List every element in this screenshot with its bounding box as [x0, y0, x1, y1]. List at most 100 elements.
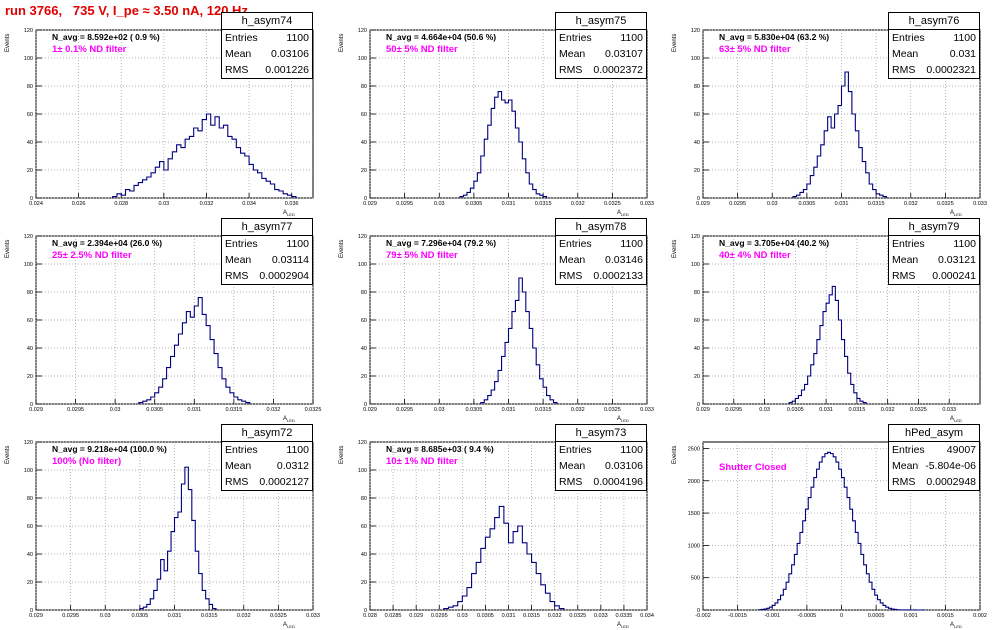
x-tick-label: 0.032: [571, 407, 585, 413]
stats-box-title: h_asym74: [222, 13, 312, 30]
stats-value: 0.0002321: [926, 64, 976, 76]
x-axis-label-sub: LED: [954, 212, 962, 218]
x-axis-label: ALED: [950, 622, 962, 629]
stats-value: 1100: [620, 444, 643, 456]
stats-box-title: h_asym76: [889, 13, 979, 30]
y-tick-label: 60: [361, 318, 367, 324]
y-axis-label: Events: [672, 239, 678, 258]
x-tick-label: 0.0325: [569, 613, 586, 619]
y-tick-label: 20: [27, 580, 33, 586]
y-axis-label: Events: [339, 33, 345, 52]
stats-key: Entries: [559, 444, 592, 456]
y-tick-label: 60: [27, 112, 33, 118]
histogram-panel-h_asym74: 0.024 0.026 0.028 0.03 0.032 0.034 0.036 0 20 40 6…: [0, 12, 322, 218]
x-axis-label: ALED: [617, 622, 629, 629]
y-tick-label: 60: [694, 112, 700, 118]
y-tick-label: 120: [358, 234, 367, 240]
x-tick-label: 0.031: [187, 407, 201, 413]
stats-key: RMS: [559, 476, 583, 488]
stats-box: h_asym73 Entries 1100 Mean 0.03106 RMS 0.00041…: [555, 424, 647, 491]
x-tick-label: 0.03: [158, 201, 169, 207]
x-tick-label: 0.03: [434, 407, 445, 413]
x-tick-label: 0.033: [306, 613, 320, 619]
x-tick-label: 0.0315: [535, 407, 552, 413]
x-axis-label-sub: LED: [621, 624, 629, 630]
stats-value: 1100: [286, 238, 309, 250]
navg-label: N_avg = 8.592e+02 ( 0.9 %): [52, 32, 160, 42]
x-axis-label-sub: LED: [287, 418, 295, 424]
stats-key: Mean: [225, 460, 252, 472]
stats-row-mean: Mean 0.0312: [222, 458, 312, 474]
stats-key: Entries: [225, 238, 258, 250]
stats-key: RMS: [892, 270, 916, 282]
stats-value: 1100: [286, 444, 309, 456]
x-tick-label: 0.0325: [305, 407, 322, 413]
x-tick-label: 0.0315: [523, 613, 540, 619]
y-tick-label: 20: [361, 580, 367, 586]
x-tick-label: 0.029: [363, 407, 377, 413]
y-tick-label: 40: [361, 140, 367, 146]
x-tick-label: 0.032: [904, 201, 918, 207]
x-axis-label-sub: LED: [621, 418, 629, 424]
stats-row-rms: RMS 0.0002372: [556, 62, 646, 78]
x-axis-label-sub: LED: [287, 624, 295, 630]
filter-label: 40± 4% ND filter: [719, 250, 791, 261]
x-tick-label: 0.029: [363, 201, 377, 207]
y-tick-label: 80: [27, 290, 33, 296]
x-tick-label: 0.031: [502, 201, 516, 207]
x-tick-label: 0.024: [29, 201, 43, 207]
histogram-panel-hPed_asym: -0.002 -0.0015 -0.001 -0.0005 0 0.0005 0.001 0.…: [667, 424, 989, 630]
x-tick-label: 0.029: [29, 407, 43, 413]
y-tick-label: 100: [691, 262, 700, 268]
x-tick-label: -0.0015: [728, 613, 747, 619]
x-axis-label-main: A: [283, 416, 288, 422]
histogram-series-h_asym76: [792, 71, 888, 198]
navg-label: N_avg = 8.685e+03 ( 9.4 %): [386, 444, 494, 454]
y-tick-label: 1000: [688, 543, 700, 549]
y-tick-label: 40: [361, 552, 367, 558]
stats-row-entries: Entries 1100: [556, 236, 646, 252]
x-tick-label: 0.029: [409, 613, 423, 619]
y-tick-label: 60: [694, 318, 700, 324]
stats-value: 0.0312: [276, 460, 309, 472]
filter-label: 25± 2.5% ND filter: [52, 250, 132, 261]
stats-value: 0.03146: [605, 254, 643, 266]
y-axis-label: Events: [339, 445, 345, 464]
x-tick-label: 0: [840, 613, 843, 619]
x-tick-label: 0.0295: [396, 407, 413, 413]
y-axis-label: Events: [5, 33, 11, 52]
stats-value: 0.031: [949, 48, 976, 60]
y-tick-label: 1500: [688, 511, 700, 517]
stats-value: 0.0002948: [926, 476, 976, 488]
y-tick-label: 120: [691, 28, 700, 34]
stats-box-title: h_asym77: [222, 219, 312, 236]
stats-value: -5.804e-06: [925, 460, 976, 472]
stats-value: 0.03107: [605, 48, 643, 60]
y-tick-label: 100: [24, 262, 33, 268]
histogram-series-h_asym73: [443, 505, 565, 610]
stats-value: 0.03106: [271, 48, 309, 60]
x-tick-label: 0.0015: [937, 613, 954, 619]
filter-label: 1± 0.1% ND filter: [52, 44, 127, 55]
x-axis-label-sub: LED: [621, 212, 629, 218]
stats-row-rms: RMS 0.0002948: [889, 474, 979, 490]
x-tick-label: 0.0295: [67, 407, 84, 413]
y-tick-label: 100: [24, 468, 33, 474]
y-axis-label: Events: [672, 445, 678, 464]
y-tick-label: 120: [358, 28, 367, 34]
stats-value: 1100: [953, 238, 976, 250]
y-tick-label: 40: [694, 140, 700, 146]
stats-row-entries: Entries 1100: [556, 442, 646, 458]
stats-value: 0.0002127: [259, 476, 309, 488]
y-tick-label: 60: [361, 112, 367, 118]
stats-value: 0.0002372: [593, 64, 643, 76]
x-axis-label-sub: LED: [287, 212, 295, 218]
histogram-plot: -0.002 -0.0015 -0.001 -0.0005 0 0.0005 0.001 0.…: [688, 441, 987, 619]
x-tick-label: 0.0335: [616, 613, 633, 619]
y-tick-label: 0: [697, 608, 700, 614]
navg-label: N_avg = 4.664e+04 (50.6 %): [386, 32, 497, 42]
x-axis-label: ALED: [950, 210, 962, 217]
stats-key: RMS: [559, 64, 583, 76]
y-axis-label: Events: [339, 239, 345, 258]
x-tick-label: 0.029: [696, 407, 710, 413]
